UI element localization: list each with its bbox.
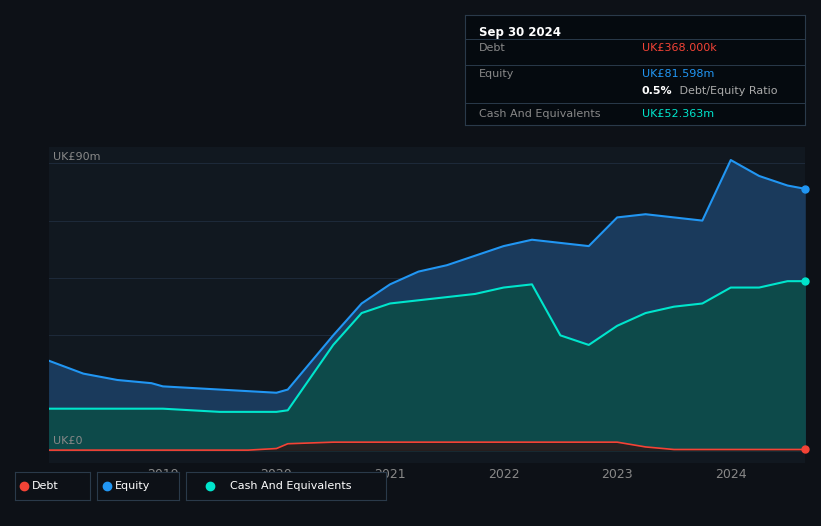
Text: Debt/Equity Ratio: Debt/Equity Ratio bbox=[676, 86, 777, 96]
Text: Cash And Equivalents: Cash And Equivalents bbox=[230, 481, 351, 491]
Text: UK£81.598m: UK£81.598m bbox=[642, 69, 714, 79]
Text: Sep 30 2024: Sep 30 2024 bbox=[479, 26, 561, 39]
Text: UK£0: UK£0 bbox=[53, 436, 83, 446]
Text: UK£52.363m: UK£52.363m bbox=[642, 109, 714, 119]
Text: Cash And Equivalents: Cash And Equivalents bbox=[479, 109, 600, 119]
Text: Debt: Debt bbox=[31, 481, 58, 491]
Text: 0.5%: 0.5% bbox=[642, 86, 672, 96]
Text: Equity: Equity bbox=[479, 69, 514, 79]
Text: Debt: Debt bbox=[479, 43, 506, 53]
Text: Equity: Equity bbox=[115, 481, 150, 491]
Text: UK£368.000k: UK£368.000k bbox=[642, 43, 717, 53]
Text: UK£90m: UK£90m bbox=[53, 152, 100, 162]
